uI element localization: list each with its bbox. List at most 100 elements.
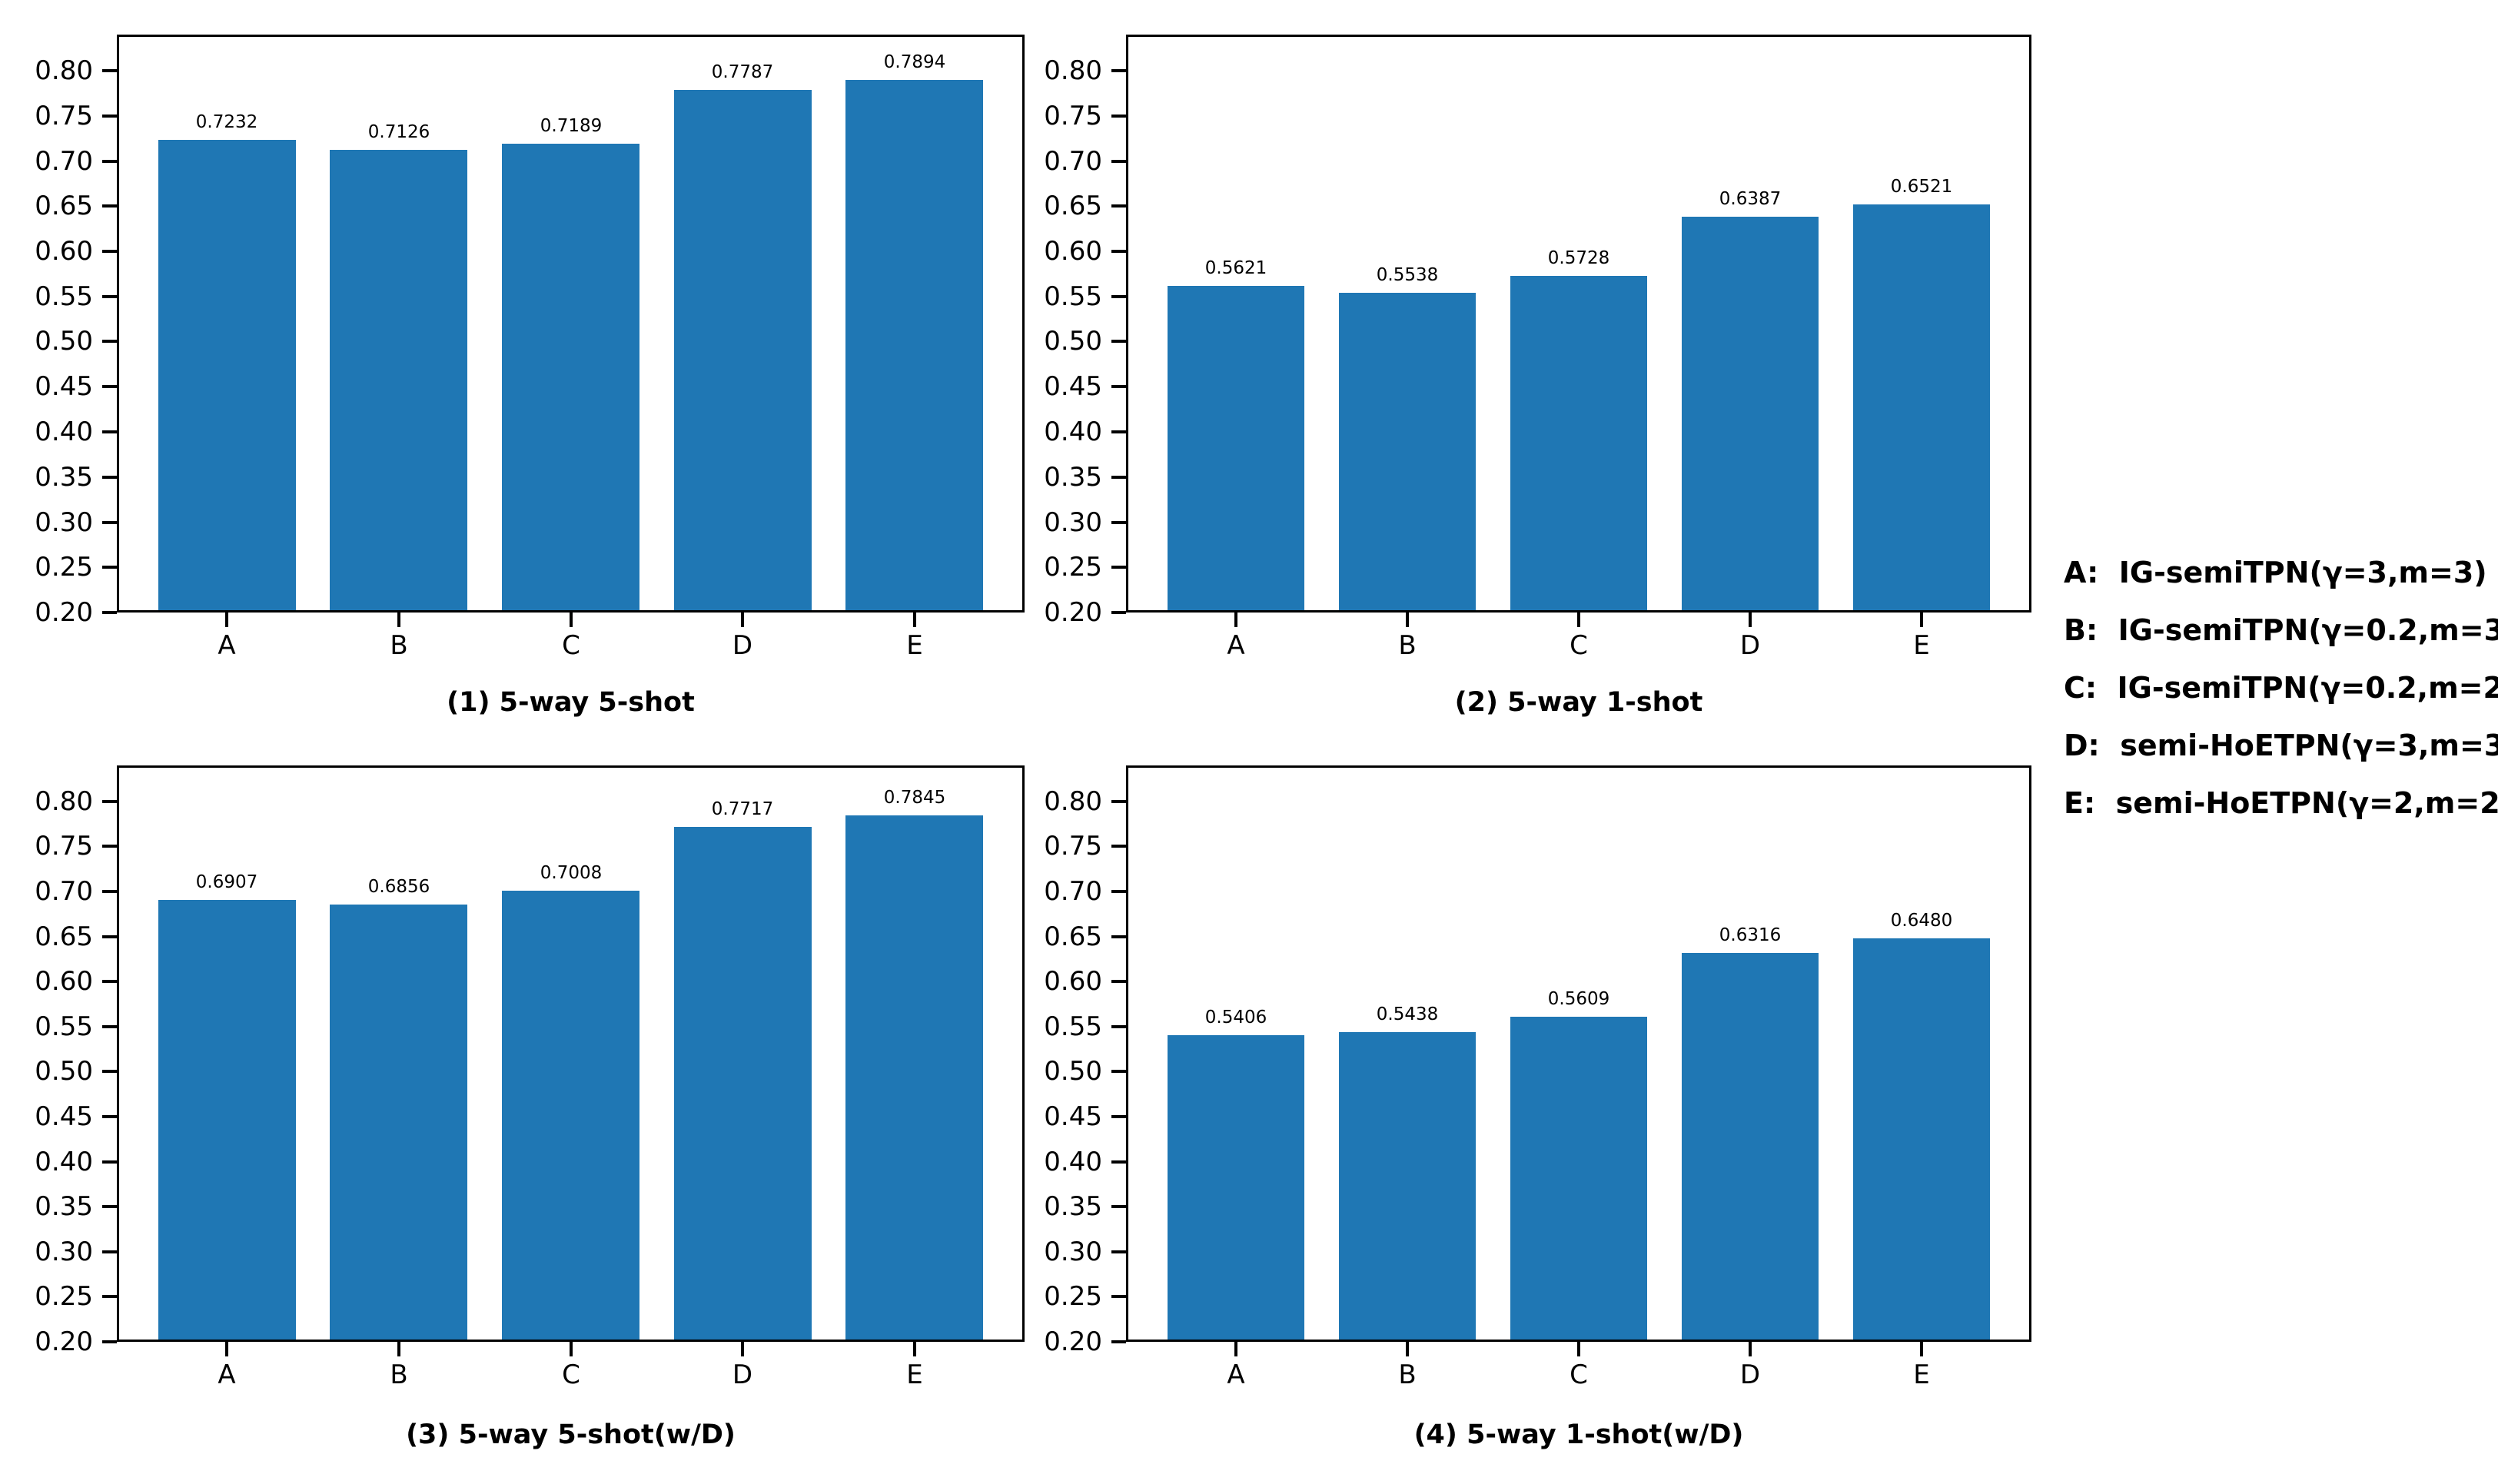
y-axis-tick-label: 0.55 [1044,1011,1102,1042]
y-axis-tick [1111,611,1126,614]
x-axis-tick-label: B [390,630,408,661]
bar [845,815,983,1340]
bar-value-label: 0.7787 [711,62,774,82]
bar [1853,204,1990,610]
x-axis-tick [1749,613,1752,627]
y-axis-tick [1111,385,1126,388]
y-axis-tick [1111,160,1126,163]
y-axis-tick-label: 0.80 [1044,55,1102,86]
y-axis-tick-label: 0.70 [35,146,93,177]
bar-value-label: 0.5609 [1547,989,1610,1009]
x-axis-tick-label: D [732,1360,753,1390]
y-axis-tick-label: 0.20 [1044,1326,1102,1357]
y-axis-tick [1111,115,1126,118]
y-axis-tick-label: 0.50 [1044,1056,1102,1087]
x-axis-tick [1577,613,1580,627]
bar-value-label: 0.5538 [1376,265,1439,285]
y-axis-tick [102,611,117,614]
subplot-4-title: (4) 5-way 1-shot(w/D) [1413,1419,1744,1450]
bar [158,140,296,610]
y-axis-tick [1111,1115,1126,1118]
x-axis-tick [1406,613,1409,627]
y-axis-tick-label: 0.55 [1044,281,1102,312]
y-axis-tick [1111,1160,1126,1164]
x-axis-tick-label: D [1739,1360,1761,1390]
y-axis-tick-label: 0.50 [1044,326,1102,357]
bar [1339,1032,1476,1340]
y-axis-tick-label: 0.50 [35,326,93,357]
y-axis-tick-label: 0.20 [1044,597,1102,628]
x-axis-tick-label: E [906,630,923,661]
y-axis-tick-label: 0.60 [35,236,93,267]
y-axis-tick-label: 0.65 [1044,921,1102,952]
x-axis-tick [741,613,744,627]
bar [330,905,467,1340]
x-axis-tick-label: E [1913,630,1930,661]
y-axis-tick [1111,1205,1126,1208]
y-axis-tick [1111,521,1126,524]
subplot-3-title: (3) 5-way 5-shot(w/D) [406,1419,736,1450]
y-axis-tick [102,69,117,72]
y-axis-tick [102,204,117,207]
y-axis-tick [102,1295,117,1298]
legend-item-a: A: IG-semiTPN(γ=3,m=3) [2064,556,2487,589]
y-axis-tick-label: 0.65 [1044,191,1102,221]
bar [1510,276,1647,610]
x-axis-tick [570,613,573,627]
y-axis-tick [102,295,117,298]
x-axis-tick-label: D [732,630,753,661]
y-axis-tick [1111,890,1126,893]
y-axis-tick-label: 0.25 [1044,552,1102,583]
bar-value-label: 0.5621 [1204,258,1267,278]
y-axis-tick [1111,476,1126,479]
y-axis-tick [1111,935,1126,938]
y-axis-tick-label: 0.30 [35,507,93,538]
y-axis-tick-label: 0.75 [1044,831,1102,862]
y-axis-tick [102,1205,117,1208]
y-axis-tick [102,1160,117,1164]
y-axis-tick [1111,1295,1126,1298]
y-axis-tick-label: 0.40 [1044,1147,1102,1177]
x-axis-tick [913,1342,916,1356]
y-axis-tick-label: 0.40 [1044,417,1102,447]
bar-value-label: 0.7845 [883,788,946,808]
bar-value-label: 0.6521 [1890,177,1953,197]
y-axis-tick [102,800,117,803]
bar-value-label: 0.7717 [711,799,774,819]
bar [1168,1035,1304,1340]
y-axis-tick [1111,1025,1126,1028]
x-axis-tick-label: C [1570,630,1588,661]
y-axis-tick [1111,295,1126,298]
plot-frame [117,35,1025,613]
bar [845,80,983,610]
x-axis-tick-label: A [218,630,236,661]
y-axis-tick-label: 0.80 [1044,786,1102,817]
x-axis-tick-label: A [218,1360,236,1390]
bar-value-label: 0.6856 [367,877,430,897]
x-axis-tick-label: C [562,630,580,661]
y-axis-tick-label: 0.45 [35,1101,93,1132]
y-axis-tick-label: 0.65 [35,191,93,221]
bar [1682,953,1819,1340]
y-axis-tick [102,1340,117,1343]
x-axis-tick-label: B [1398,630,1417,661]
y-axis-tick [102,890,117,893]
y-axis-tick-label: 0.30 [1044,507,1102,538]
x-axis-tick-label: E [906,1360,923,1390]
y-axis-tick-label: 0.75 [35,101,93,131]
y-axis-tick-label: 0.70 [1044,146,1102,177]
x-axis-tick-label: B [1398,1360,1417,1390]
x-axis-tick [397,1342,400,1356]
x-axis-tick-label: D [1739,630,1761,661]
x-axis-tick-label: B [390,1360,408,1390]
y-axis-tick-label: 0.35 [35,462,93,493]
y-axis-tick [1111,430,1126,433]
y-axis-tick [1111,845,1126,848]
bar-value-label: 0.6316 [1719,925,1782,945]
y-axis-tick-label: 0.50 [35,1056,93,1087]
y-axis-tick-label: 0.70 [1044,876,1102,907]
y-axis-tick [102,1025,117,1028]
y-axis-tick [102,980,117,983]
